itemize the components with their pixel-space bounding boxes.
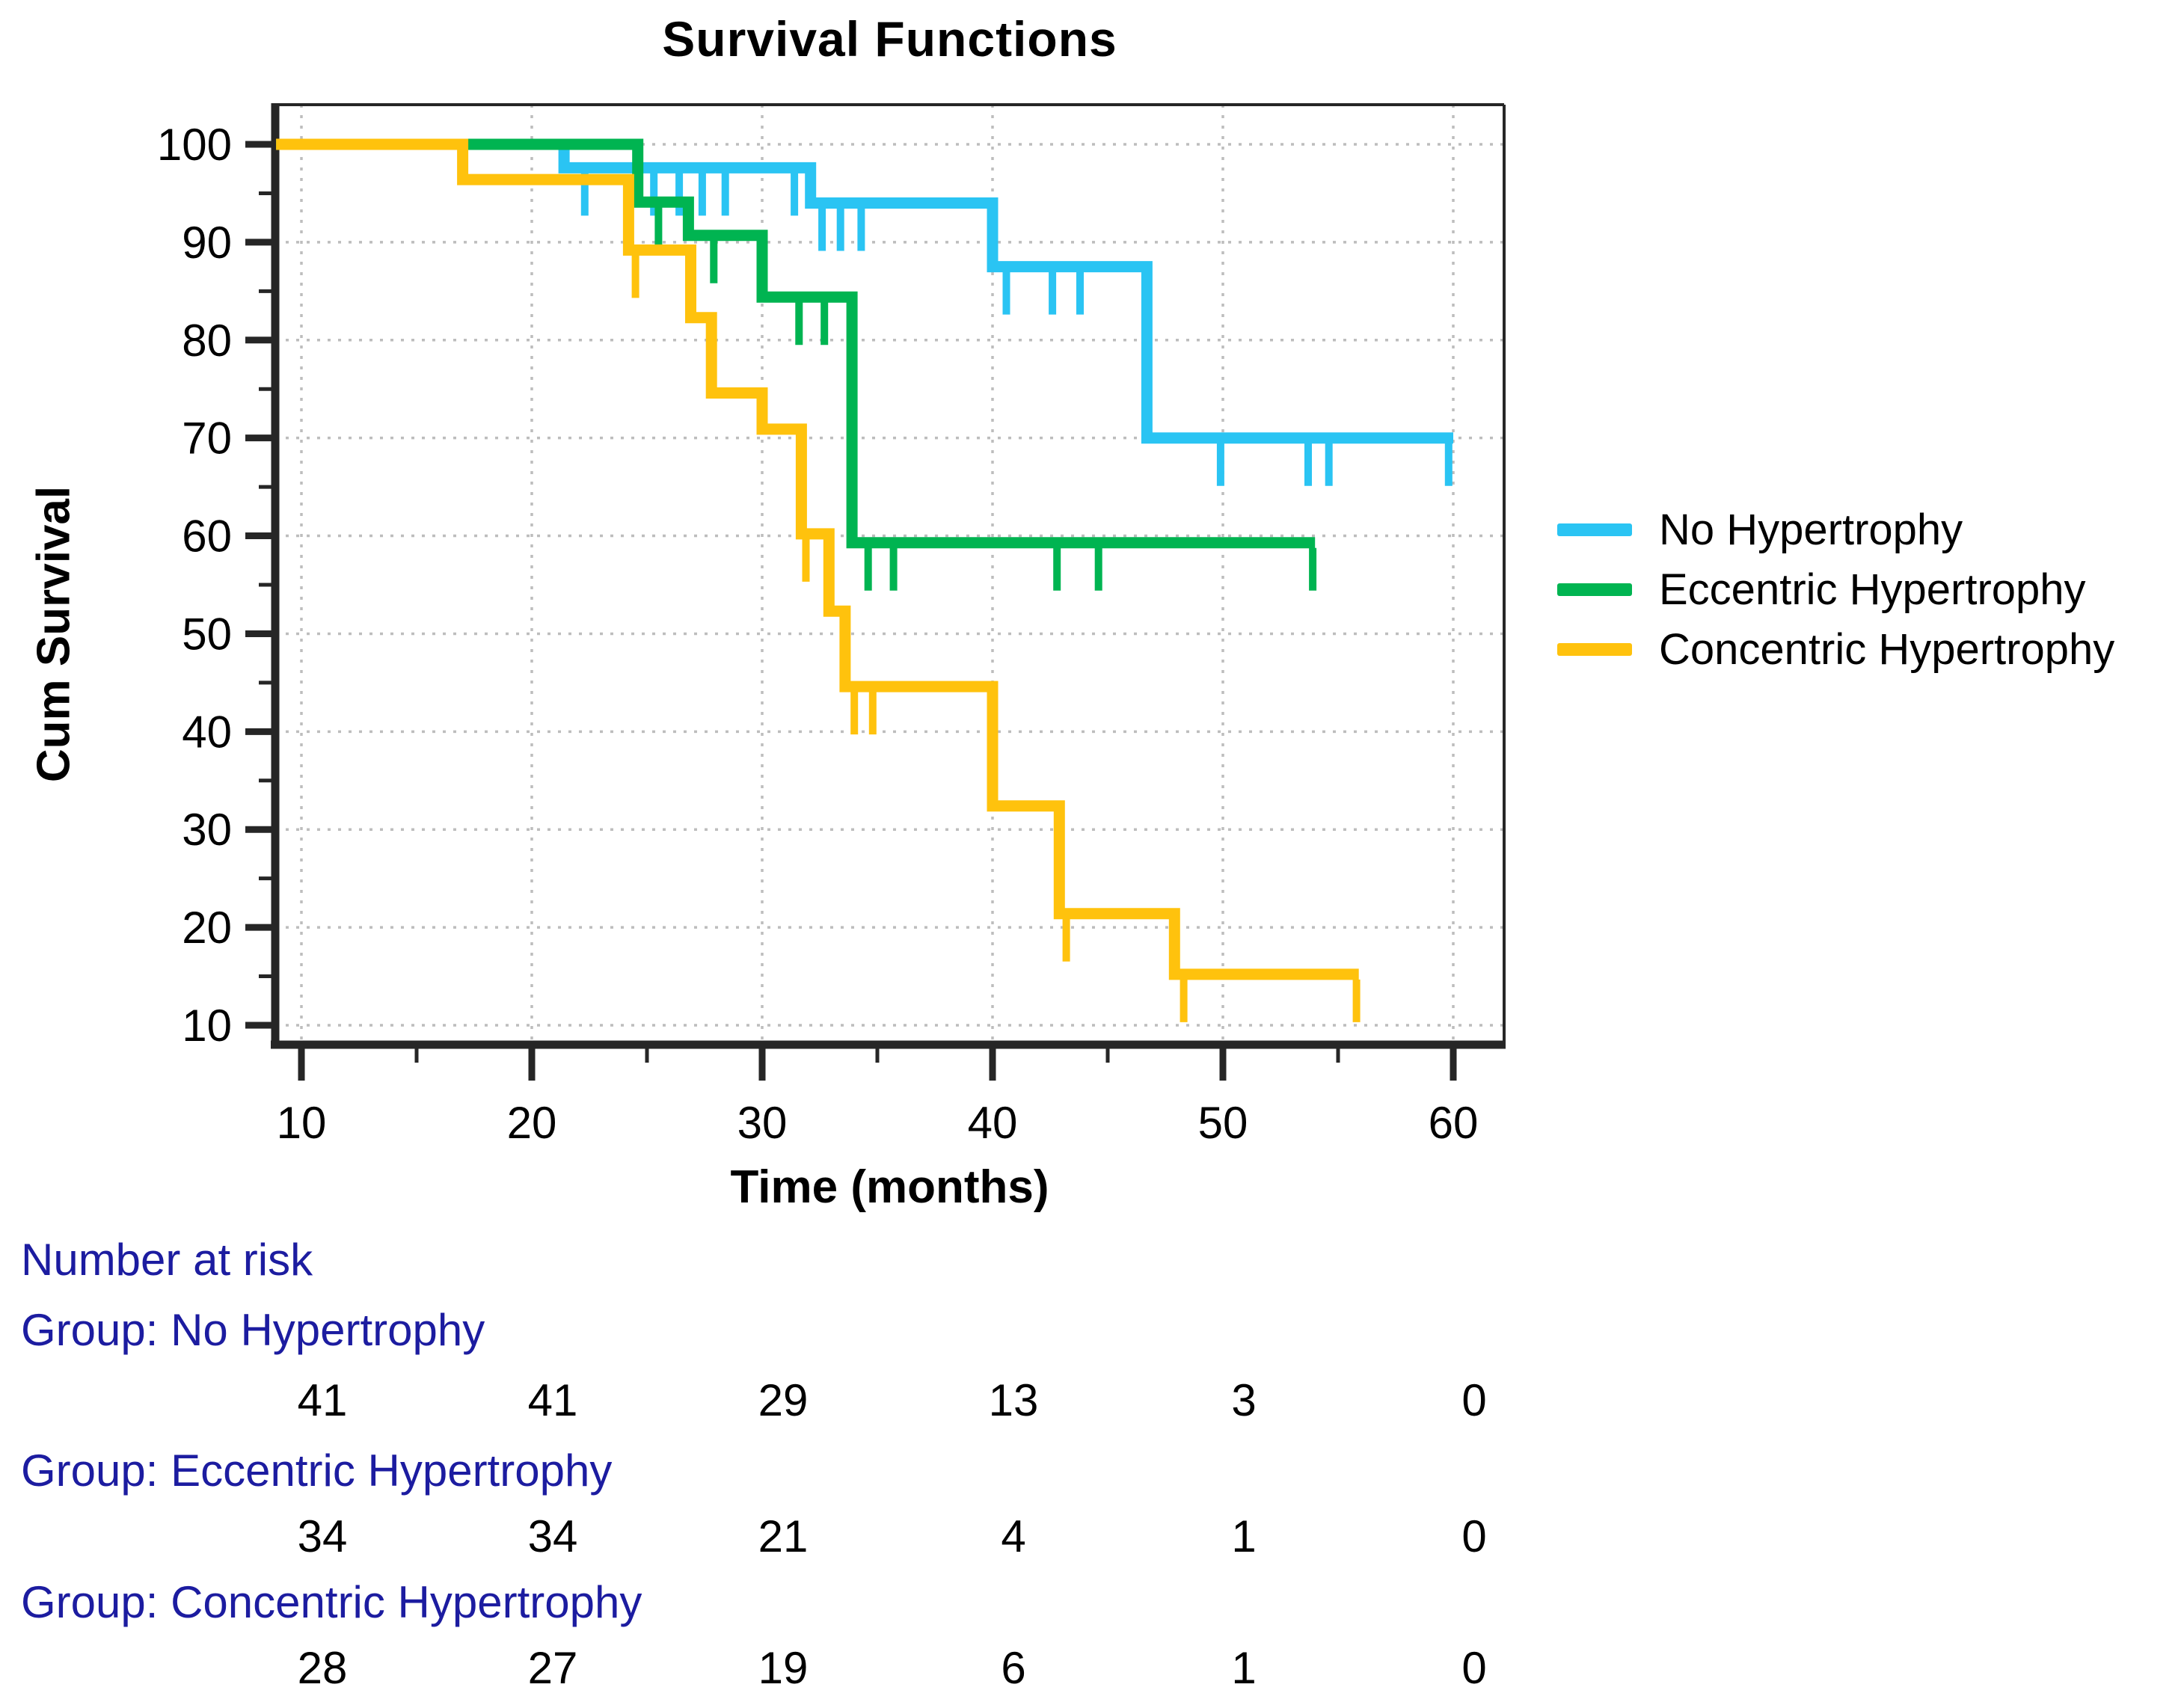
risk-count: 0 <box>1461 1511 1487 1561</box>
y-tick-label: 20 <box>182 903 232 953</box>
risk-count: 4 <box>1001 1511 1026 1561</box>
y-tick-label: 50 <box>182 609 232 659</box>
risk-count: 29 <box>758 1375 809 1425</box>
legend-label: Concentric Hypertrophy <box>1659 624 2115 674</box>
legend-line-swatch-yellow <box>1557 642 1632 656</box>
risk-count: 6 <box>1001 1643 1026 1693</box>
risk-count: 13 <box>988 1375 1039 1425</box>
risk-count: 1 <box>1231 1643 1257 1693</box>
x-tick-label: 60 <box>1429 1098 1479 1148</box>
y-tick-label: 80 <box>182 316 232 366</box>
y-tick-label: 90 <box>182 218 232 268</box>
risk-count: 28 <box>297 1643 348 1693</box>
risk-counts-row-concentric-hypertrophy: 28 27 19 6 1 0 <box>0 1642 2184 1702</box>
legend-label: No Hypertrophy <box>1659 505 1963 554</box>
chart-title: Survival Functions <box>662 11 1117 67</box>
y-tick-label: 40 <box>182 707 232 757</box>
x-tick-label: 20 <box>507 1098 557 1148</box>
risk-count: 34 <box>527 1511 578 1561</box>
legend-item-concentric-hypertrophy: Concentric Hypertrophy <box>1557 619 2114 679</box>
risk-count: 19 <box>758 1643 809 1693</box>
legend-line-swatch-cyan <box>1557 523 1632 536</box>
x-tick-label: 10 <box>277 1098 327 1148</box>
y-tick-label: 60 <box>182 512 232 562</box>
risk-group-label-eccentric-hypertrophy: Group: Eccentric Hypertrophy <box>21 1446 613 1496</box>
legend-item-eccentric-hypertrophy: Eccentric Hypertrophy <box>1557 559 2114 619</box>
y-tick-label: 30 <box>182 805 232 855</box>
survival-curve-1 <box>276 138 1316 549</box>
risk-count: 41 <box>527 1375 578 1425</box>
risk-count: 3 <box>1231 1375 1257 1425</box>
risk-group-label-no-hypertrophy: Group: No Hypertrophy <box>21 1305 485 1355</box>
risk-count: 27 <box>527 1643 578 1693</box>
x-tick-label: 40 <box>968 1098 1018 1148</box>
y-tick-label: 100 <box>157 120 232 170</box>
legend-item-no-hypertrophy: No Hypertrophy <box>1557 500 2114 559</box>
survival-curve-2 <box>276 138 1359 980</box>
legend-line-swatch-green <box>1557 583 1632 596</box>
risk-count: 21 <box>758 1511 809 1561</box>
risk-counts-row-no-hypertrophy: 41 41 29 13 3 0 <box>0 1374 2184 1434</box>
survival-curve-0 <box>276 138 1453 444</box>
x-axis-label: Time (months) <box>730 1161 1049 1213</box>
y-axis-label: Cum Survival <box>28 485 80 783</box>
risk-count: 1 <box>1231 1511 1257 1561</box>
y-tick-label: 10 <box>182 1001 232 1051</box>
x-tick-label: 50 <box>1198 1098 1248 1148</box>
risk-count: 41 <box>297 1375 348 1425</box>
legend: No Hypertrophy Eccentric Hypertrophy Con… <box>1557 500 2114 679</box>
risk-count: 34 <box>297 1511 348 1561</box>
risk-counts-row-eccentric-hypertrophy: 34 34 21 4 1 0 <box>0 1511 2184 1570</box>
risk-count: 0 <box>1461 1375 1487 1425</box>
y-tick-label: 70 <box>182 414 232 464</box>
risk-group-label-concentric-hypertrophy: Group: Concentric Hypertrophy <box>21 1577 642 1627</box>
risk-count: 0 <box>1461 1643 1487 1693</box>
legend-label: Eccentric Hypertrophy <box>1659 565 2086 614</box>
number-at-risk-heading: Number at risk <box>21 1235 313 1285</box>
x-tick-label: 30 <box>737 1098 788 1148</box>
